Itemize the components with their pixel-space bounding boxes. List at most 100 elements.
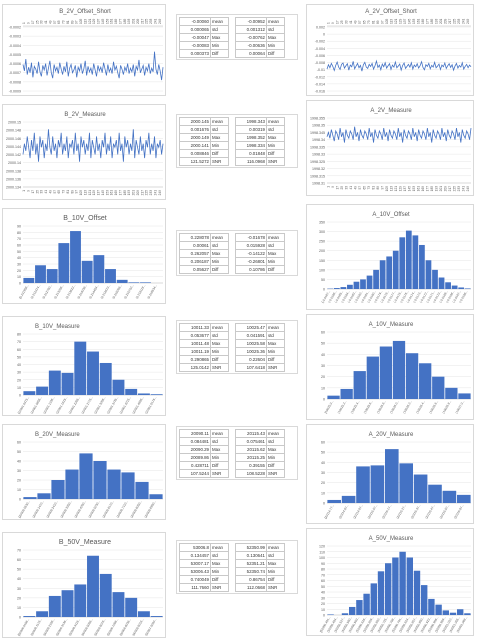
x-tick-label: (-0.0181... [360, 289, 371, 303]
y-tick-label: 1998.31 [312, 182, 325, 186]
x-tick-label: (10001.3735... [106, 395, 120, 414]
stat-a-value: 0.041591 [235, 331, 267, 340]
chart-panel-a10m: A_10V_Measure 0 10 20 30 40 50 60 [10025.0... (10… [306, 314, 474, 420]
x-tick-label: 97 [380, 186, 384, 190]
x-tick-label: (20115.17... [381, 503, 393, 519]
x-tick-label: 105 [385, 18, 389, 24]
stat-b-label: SNR [210, 583, 229, 592]
chart-title: B_2V_Offset_Short [59, 9, 111, 15]
x-tick-label: 233 [457, 186, 461, 192]
stat-gap [229, 454, 236, 462]
y-tick-label: 30 [17, 469, 21, 473]
stat-gap [229, 340, 236, 348]
stats-table-row5: 20090.11 mean 20115.43 mean 0.084481 std 0.075… [176, 426, 298, 480]
x-tick-label: 209 [136, 18, 140, 24]
stats-table: 0.228078 mean -0.01678 mean 0.00061 std 0.0159… [179, 233, 285, 274]
bar [81, 260, 93, 283]
x-tick-label: 41 [349, 20, 353, 24]
stat-b-value: 53007.17 [179, 559, 211, 568]
x-tick-label: (20115.27... [395, 503, 407, 519]
stat-b-value: 20090.29 [179, 445, 211, 454]
chart-title: A_20V_Measure [369, 432, 414, 438]
bar [377, 571, 385, 615]
x-tick-label: (10026.8... [441, 399, 452, 414]
bar [457, 609, 464, 615]
chart-panel-a20m: A_20V_Measure 0 10 20 30 40 50 60 [20114.77... (2… [306, 424, 474, 524]
stat-gap [229, 584, 236, 592]
y-tick-label: -0.0003 [9, 35, 21, 39]
stat-b-value: -0.00060 [179, 17, 211, 26]
bar [445, 282, 451, 289]
y-tick-label: 80 [321, 568, 325, 572]
bar [23, 616, 36, 617]
bar [137, 393, 150, 395]
x-tick-label: (20009.3350... [59, 499, 73, 518]
y-tick-label: 10 [17, 386, 21, 390]
x-tick-label: (-0.0176... [393, 289, 404, 303]
x-tick-label: [20114.77... [324, 503, 336, 519]
x-tick-label: (50006.1176... [30, 617, 43, 636]
x-tick-label: 97 [75, 190, 79, 194]
y-tick-label: -0.0004 [9, 44, 21, 48]
stats-row: 20089.86 Min 20115.25 Min [179, 453, 285, 462]
bar [125, 597, 138, 617]
chart-panel-b10m: B_10V_Measure 0 10 20 30 40 50 60 70 80 [10001.037… [2, 316, 166, 416]
bar [46, 269, 58, 283]
stat-b-label: SNR [210, 363, 229, 372]
x-tick-label: (-0.0177... [386, 289, 397, 303]
x-tick-label: 201 [132, 190, 136, 196]
stat-a-label: mean [266, 543, 285, 552]
x-tick-label: (50006.6076... [93, 617, 107, 636]
series-line [326, 126, 472, 143]
y-tick-label: -0.014 [315, 82, 325, 86]
bar [442, 490, 457, 503]
y-tick-label: 30 [17, 371, 21, 375]
x-tick-label: (10026.0... [389, 399, 400, 414]
y-tick-label: -0.016 [315, 90, 325, 94]
stat-gap [229, 552, 236, 560]
x-tick-label: 105 [385, 186, 389, 192]
y-tick-label: 1998.335 [310, 145, 325, 149]
chart-a2m: A_2V_Measure 1998.355 1998.35 1998.345 1998.… [310, 108, 472, 192]
bar [37, 493, 51, 499]
x-tick-label: 161 [110, 190, 114, 196]
stat-a-value: 0.39155 [235, 461, 267, 470]
stat-b-value: 2000.145 [179, 117, 211, 126]
x-tick-label: (-0.0172... [419, 289, 430, 303]
stat-b-label: std [210, 331, 229, 340]
bar [356, 600, 363, 615]
stats-row: 53007.17 Max 52351.21 Max [179, 559, 285, 568]
stat-a-label: mean [266, 233, 285, 242]
x-tick-label: 57 [53, 190, 57, 194]
stats-row: 0.053677 std 0.041591 std [179, 331, 285, 340]
x-tick-label: (-0.0170... [432, 289, 443, 303]
x-tick-label: (50006.4116... [68, 617, 81, 636]
y-tick-label: 1998.33 [312, 153, 325, 157]
stat-a-label: Max [266, 33, 285, 42]
y-tick-label: 2000.148 [6, 129, 21, 133]
x-tick-label: [50006.0196... [17, 617, 30, 636]
chart-title: A_2V_Offset_Short [365, 9, 417, 15]
y-tick-label: 50 [321, 585, 325, 589]
stat-gap [229, 258, 236, 266]
chart-b10m: B_10V_Measure 0 10 20 30 40 50 60 70 80 [10001.037… [17, 324, 163, 415]
x-tick-label: (20115.57... [439, 503, 451, 519]
stats-table-row6: 53006.8 mean 52350.99 mean 0.134457 std 0.1306… [176, 540, 298, 594]
x-tick-label: (-0.0178... [380, 289, 391, 303]
y-tick-label: 50 [17, 568, 21, 572]
x-tick-label: 105 [79, 190, 83, 196]
y-tick-label: 20 [17, 378, 21, 382]
x-tick-label: (20009.8050... [129, 499, 143, 518]
bar [51, 480, 65, 499]
stat-gap [229, 470, 236, 478]
x-tick-label: 233 [149, 190, 153, 196]
stat-gap [229, 356, 236, 364]
y-tick-label: 120 [319, 545, 325, 549]
stats-row: 0.000373 Diff 0.00064 Diff [179, 49, 285, 58]
y-tick-label: -0.0007 [9, 71, 21, 75]
stats-row: 2000.145 mean 1998.343 mean [179, 117, 285, 126]
bar [432, 376, 445, 399]
x-tick-label: 145 [101, 190, 105, 196]
x-tick-label: 225 [145, 18, 149, 24]
stats-row: 10011.19 Min 10025.36 Min [179, 347, 285, 356]
